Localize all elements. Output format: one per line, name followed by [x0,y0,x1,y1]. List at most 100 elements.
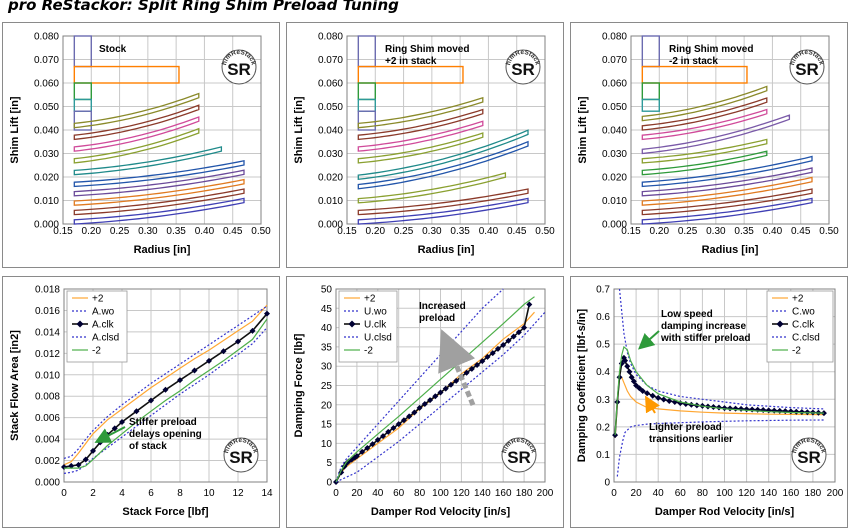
legend-label: A.wo [92,307,115,318]
legend-label: U.wo [364,307,387,318]
x-tick-label: 0 [333,488,339,499]
y-tick-label: 0.020 [318,173,343,184]
data-point-marker [437,389,444,396]
ring-shim-outline [357,35,376,68]
y-tick-label: 0 [604,478,610,489]
data-point-marker [630,378,637,385]
logo-monogram: SR [227,60,251,79]
x-tick-label: 0.30 [706,226,726,237]
chart-annotation: preload [419,313,455,324]
y-tick-label: 30 [321,362,333,373]
x-tick-label: 0.15 [621,226,641,237]
panel-annotation: Ring Shim moved [669,44,753,55]
y-tick-label: 0.6 [596,312,610,323]
y-tick-label: 0.030 [602,149,627,160]
panel-annotation: Stock [99,44,127,55]
data-point-marker [626,368,633,375]
y-tick-label: 0.7 [596,285,610,296]
data-point-marker [721,405,728,412]
ring-shim-outline [73,35,92,68]
shim-profile [641,97,768,131]
logo-seal [789,49,825,85]
y-axis-label: Stack Flow Area [in2] [9,330,21,441]
x-tick-label: 160 [495,488,512,499]
series-line-A.wo [63,305,268,459]
series-line-+2 [63,304,268,466]
y-tick-label: 20 [321,400,333,411]
x-tick-label: 0.35 [734,226,754,237]
chart-stack-minus2: 0.000 0.010 0.020 0.030 0.040 0.050 0.060 0.070… [567,18,839,256]
logo-monogram: SR [507,448,531,467]
data-point-marker [359,448,366,455]
shim-profile [641,108,768,141]
data-point-marker [264,310,270,317]
x-tick-label: 20 [351,488,363,499]
data-point-marker [633,382,640,389]
y-tick-label: 0.1 [596,450,610,461]
shim-profile [357,132,484,164]
x-tick-label: 0 [61,488,67,499]
ring-shim-outline [357,98,376,112]
series-line-U.clsd [335,311,546,483]
y-tick-label: 0.5 [596,340,610,351]
y-tick-label: 0.004 [35,435,60,446]
logo-monogram: SR [511,60,535,79]
data-point-marker [620,354,627,361]
shim-profile [641,197,813,225]
panel-annotation: Ring Shim moved [385,44,469,55]
y-tick-label: 0.070 [602,55,627,66]
data-point-marker [738,405,745,412]
data-point-marker [427,397,434,404]
y-tick-label: 0.002 [35,456,60,467]
shim-profile [357,96,484,129]
data-point-marker [743,406,750,413]
data-point-marker [732,405,739,412]
y-axis-label: Damping Force [lbf] [293,333,305,437]
data-point-marker [644,390,651,397]
data-point-marker [798,408,805,415]
data-point-marker [500,341,507,348]
legend-marker [776,320,784,328]
data-point-marker [474,362,481,369]
x-tick-label: 140 [760,488,777,499]
panel-stack-minus2: 0.000 0.010 0.020 0.030 0.040 0.050 0.060 0.070… [567,18,848,268]
shim-profile [641,114,791,155]
ring-shim-outline [641,35,660,68]
x-tick-label: 80 [697,488,709,499]
shim-profile [641,155,813,188]
y-tick-label: 35 [321,342,333,353]
y-tick-label: 40 [321,323,333,334]
data-point-marker [749,406,756,413]
y-tick-label: 0.040 [34,126,59,137]
y-tick-label: 0 [326,478,332,489]
data-point-marker [677,400,684,407]
y-tick-label: 0.000 [35,478,60,489]
data-point-marker [628,374,635,381]
y-tick-label: 0.4 [596,367,610,378]
data-point-marker [494,345,501,352]
y-tick-label: 50 [321,285,333,296]
y-tick-label: 0.050 [34,102,59,113]
x-tick-label: 60 [393,488,405,499]
data-point-marker [655,394,662,401]
data-point-marker [760,407,767,414]
data-point-marker [390,424,397,431]
data-point-marker [715,404,722,411]
data-point-marker [510,333,517,340]
logo-monogram: SR [795,60,819,79]
legend-label: +2 [92,294,104,305]
x-tick-label: 40 [372,488,384,499]
series-line-C.clsd [616,419,824,477]
data-point-marker [162,386,169,393]
shim-profile [641,150,768,176]
data-point-marker [119,418,125,425]
y-tick-label: 0.060 [34,79,59,90]
logo-monogram: SR [797,448,821,467]
data-point-marker [249,327,256,334]
preload-arrow [438,329,476,406]
chart-damping-force: 0 5 10 15 20 25 30 35 40 45 50 0 20 40 60 80 100 120 140 16… [283,272,553,518]
data-point-marker [447,381,454,388]
y-axis-label: Damping Coefficient [lbf-s/in] [576,308,588,462]
x-tick-label: 0.45 [507,226,527,237]
plot-area-border [62,35,262,225]
